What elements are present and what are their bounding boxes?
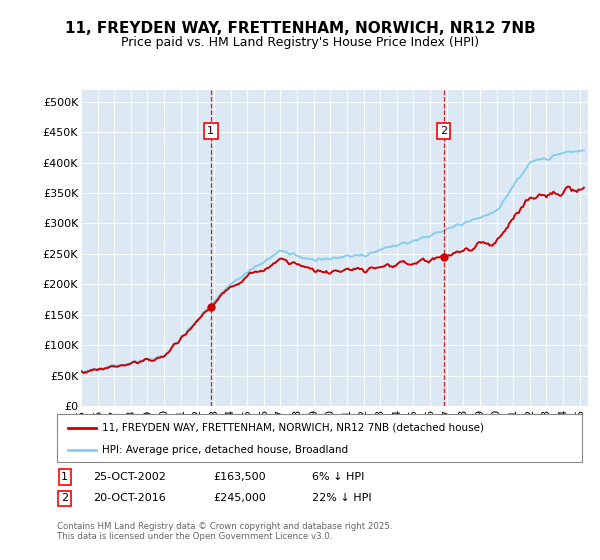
Text: 22% ↓ HPI: 22% ↓ HPI <box>312 493 371 503</box>
Text: 2: 2 <box>440 126 447 136</box>
Text: 2: 2 <box>61 493 68 503</box>
Text: 11, FREYDEN WAY, FRETTENHAM, NORWICH, NR12 7NB (detached house): 11, FREYDEN WAY, FRETTENHAM, NORWICH, NR… <box>101 423 484 433</box>
Text: Price paid vs. HM Land Registry's House Price Index (HPI): Price paid vs. HM Land Registry's House … <box>121 36 479 49</box>
Text: 6% ↓ HPI: 6% ↓ HPI <box>312 472 364 482</box>
Text: £245,000: £245,000 <box>213 493 266 503</box>
Text: 1: 1 <box>208 126 214 136</box>
Text: 20-OCT-2016: 20-OCT-2016 <box>93 493 166 503</box>
Text: 25-OCT-2002: 25-OCT-2002 <box>93 472 166 482</box>
Text: 11, FREYDEN WAY, FRETTENHAM, NORWICH, NR12 7NB: 11, FREYDEN WAY, FRETTENHAM, NORWICH, NR… <box>65 21 535 36</box>
Text: 1: 1 <box>61 472 68 482</box>
Text: £163,500: £163,500 <box>213 472 266 482</box>
Text: Contains HM Land Registry data © Crown copyright and database right 2025.
This d: Contains HM Land Registry data © Crown c… <box>57 522 392 542</box>
Text: HPI: Average price, detached house, Broadland: HPI: Average price, detached house, Broa… <box>101 445 348 455</box>
